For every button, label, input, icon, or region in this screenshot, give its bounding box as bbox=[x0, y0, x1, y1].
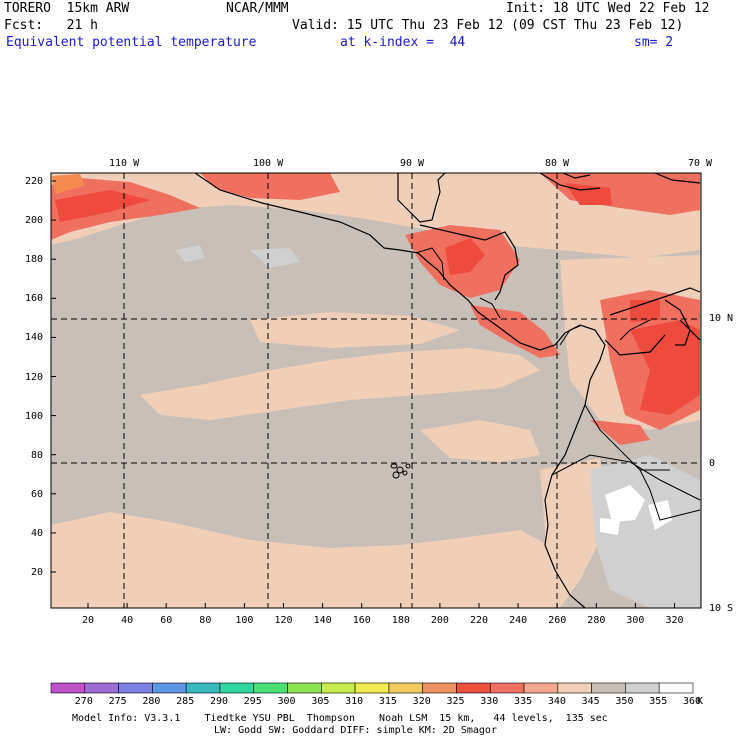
x-tick-label: 60 bbox=[160, 615, 173, 626]
x-tick-label: 80 bbox=[199, 615, 212, 626]
colorbar bbox=[50, 682, 694, 694]
x-tick-label: 120 bbox=[274, 615, 293, 626]
colorbar-swatch bbox=[253, 682, 288, 694]
colorbar-label: 300 bbox=[277, 696, 296, 707]
coastline bbox=[194, 173, 701, 608]
physics-info: LW: Godd SW: Goddard DIFF: simple KM: 2D… bbox=[214, 725, 497, 736]
colorbar-swatch bbox=[84, 682, 119, 694]
colorbar-label: 305 bbox=[311, 696, 330, 707]
colorbar-swatch bbox=[152, 682, 187, 694]
lon-label-100w: 100 W bbox=[253, 158, 284, 169]
field-330k bbox=[55, 183, 700, 415]
lat-label-10s: 10 S bbox=[709, 603, 734, 614]
model-title: TORERO 15km ARW bbox=[4, 1, 130, 16]
colorbar-label: 345 bbox=[581, 696, 600, 707]
colorbar-label: 290 bbox=[209, 696, 228, 707]
lon-label-80w: 80 W bbox=[545, 158, 570, 169]
lat-label-0: 0 bbox=[709, 458, 716, 469]
x-tick-label: 100 bbox=[235, 615, 254, 626]
organization-label: NCAR/MMM bbox=[226, 1, 289, 16]
colorbar-label: 295 bbox=[243, 696, 262, 707]
colorbar-label: 315 bbox=[378, 696, 397, 707]
colorbar-swatch bbox=[557, 682, 592, 694]
colorbar-swatch bbox=[50, 682, 86, 694]
x-tick-label: 40 bbox=[121, 615, 134, 626]
y-tick-label: 180 bbox=[25, 254, 44, 266]
colorbar-label: 350 bbox=[615, 696, 634, 707]
smoothing-info: sm= 2 bbox=[634, 35, 674, 50]
colorbar-label: 280 bbox=[142, 696, 161, 707]
y-tick-label: 120 bbox=[25, 371, 44, 383]
colorbar-swatch bbox=[523, 682, 559, 694]
galapagos-islands bbox=[390, 463, 411, 479]
level-info: at k-index = 44 bbox=[340, 35, 466, 50]
colorbar-swatch bbox=[287, 682, 322, 694]
colorbar-swatch bbox=[354, 682, 390, 694]
x-tick-label: 300 bbox=[626, 615, 645, 626]
x-tick-label: 320 bbox=[665, 615, 684, 626]
colorbar-swatch bbox=[422, 682, 457, 694]
field-355k bbox=[600, 485, 672, 535]
x-tick-label: 20 bbox=[82, 615, 95, 626]
x-tick-label: 280 bbox=[587, 615, 606, 626]
y-tick-label: 20 bbox=[31, 567, 44, 578]
x-tick-label: 140 bbox=[313, 615, 332, 626]
colorbar-unit: K bbox=[697, 696, 704, 707]
y-tick-label: 60 bbox=[31, 488, 44, 500]
valid-time: Valid: 15 UTC Thu 23 Feb 12 (09 CST Thu … bbox=[292, 18, 684, 33]
colorbar-swatch bbox=[658, 682, 694, 694]
colorbar-label: 335 bbox=[514, 696, 533, 707]
colorbar-label: 310 bbox=[345, 696, 364, 707]
x-tick-label: 180 bbox=[391, 615, 410, 626]
colorbar-swatch bbox=[321, 682, 356, 694]
x-tick-label: 160 bbox=[352, 615, 371, 626]
x-tick-label: 240 bbox=[509, 615, 528, 626]
colorbar-swatch bbox=[489, 682, 525, 694]
y-tick-label: 100 bbox=[25, 410, 44, 422]
colorbar-label: 360 bbox=[683, 696, 702, 707]
lon-label-70w: 70 W bbox=[688, 158, 713, 169]
model-info: Model Info: V3.3.1 Tiedtke YSU PBL Thomp… bbox=[72, 713, 608, 724]
field-name: Equivalent potential temperature bbox=[6, 35, 257, 50]
colorbar-swatch bbox=[118, 682, 153, 694]
colorbar-swatch bbox=[591, 682, 626, 694]
y-tick-label: 140 bbox=[25, 332, 44, 344]
y-tick-label: 200 bbox=[25, 215, 44, 227]
colorbar-label: 270 bbox=[74, 696, 93, 707]
colorbar-label: 320 bbox=[412, 696, 431, 707]
y-tick-label: 220 bbox=[25, 176, 44, 187]
colorbar-swatch bbox=[456, 682, 491, 694]
field-325k bbox=[52, 174, 85, 194]
x-tick-label: 220 bbox=[470, 615, 489, 626]
forecast-hour: Fcst: 21 h bbox=[4, 18, 98, 33]
y-tick-label: 160 bbox=[25, 293, 44, 305]
colorbar-label: 355 bbox=[649, 696, 668, 707]
colorbar-swatch bbox=[388, 682, 423, 694]
country-borders bbox=[415, 247, 701, 521]
colorbar-label: 340 bbox=[547, 696, 566, 707]
x-tick-label: 200 bbox=[430, 615, 449, 626]
lon-label-110w: 110 W bbox=[109, 158, 140, 169]
map-frame bbox=[50, 172, 702, 609]
y-tick-label: 40 bbox=[31, 527, 44, 539]
colorbar-swatch bbox=[185, 682, 221, 694]
lat-label-10n: 10 N bbox=[709, 313, 734, 324]
colorbar-label: 330 bbox=[480, 696, 499, 707]
colorbar-swatch bbox=[219, 682, 255, 694]
init-time: Init: 18 UTC Wed 22 Feb 12 bbox=[506, 1, 710, 16]
field-340k bbox=[51, 173, 700, 608]
latlon-grid bbox=[51, 173, 701, 608]
colorbar-label: 285 bbox=[176, 696, 195, 707]
colorbar-swatch bbox=[625, 682, 660, 694]
colorbar-label: 275 bbox=[108, 696, 127, 707]
axis-ticks bbox=[51, 180, 675, 608]
x-tick-label: 260 bbox=[548, 615, 567, 626]
colorbar-label: 325 bbox=[446, 696, 465, 707]
lon-label-90w: 90 W bbox=[400, 158, 425, 169]
y-tick-label: 80 bbox=[31, 449, 44, 461]
